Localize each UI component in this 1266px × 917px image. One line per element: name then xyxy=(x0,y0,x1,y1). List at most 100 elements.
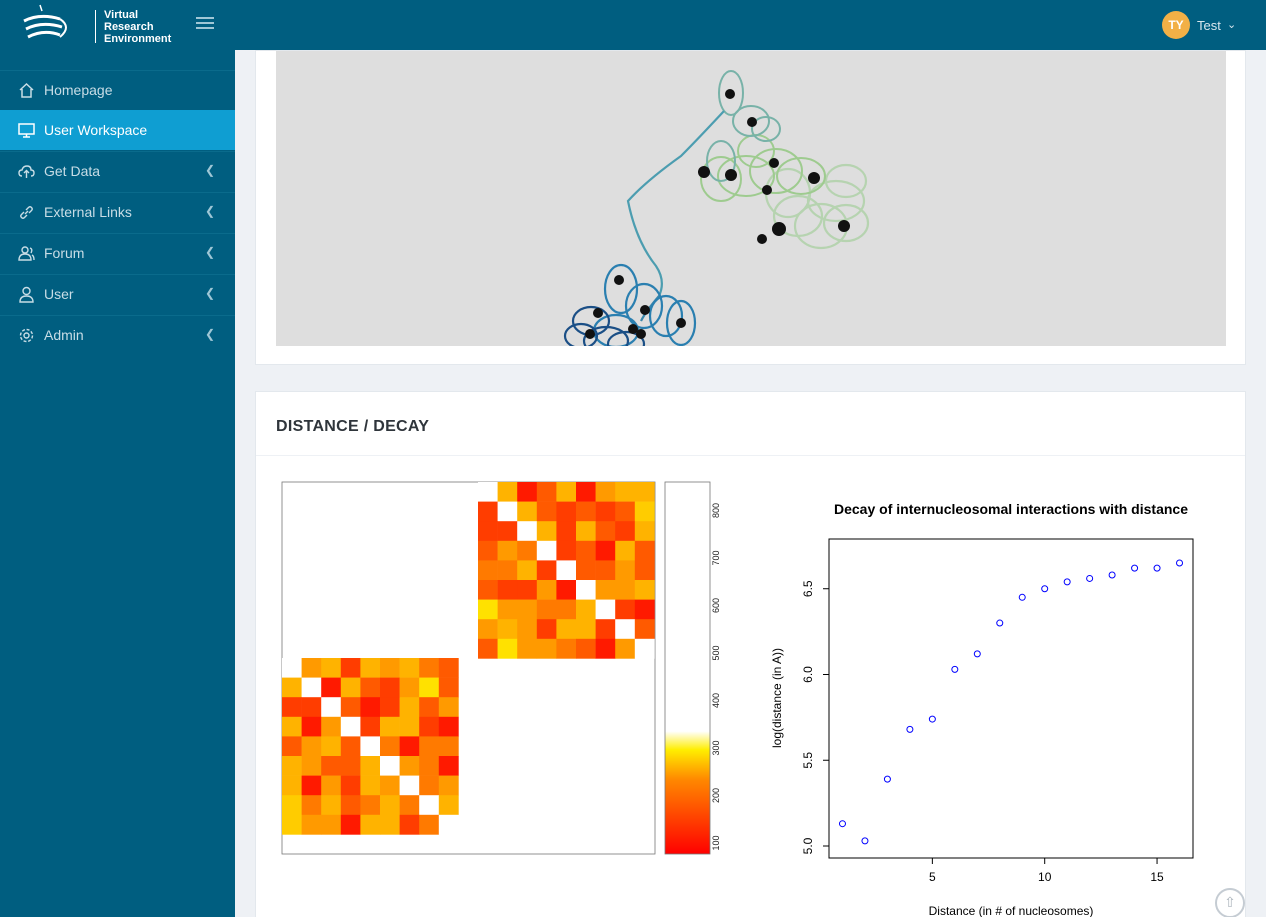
heatmap-cell xyxy=(301,677,322,698)
heatmap-cell xyxy=(301,775,322,796)
heatmap-cell xyxy=(360,716,381,737)
heatmap-cell xyxy=(340,795,361,816)
sidebar-item-label: User Workspace xyxy=(44,122,148,138)
sidebar-item-get-data[interactable]: Get Data ❮ xyxy=(0,151,235,191)
colorbar-tick-label: 300 xyxy=(711,740,721,755)
chevron-down-icon[interactable]: ⌄ xyxy=(1227,19,1237,31)
scatter-point xyxy=(928,715,936,723)
heatmap-cell xyxy=(340,716,361,737)
colorbar-tick-label: 600 xyxy=(711,598,721,613)
scatter-point xyxy=(1086,574,1094,582)
heatmap-cell xyxy=(536,540,557,561)
heatmap-cell xyxy=(380,658,400,678)
chart-axes: 5 10 15 5.0 5.5 6.0 6.5 xyxy=(801,580,1164,884)
heatmap-cell xyxy=(399,756,420,776)
sidebar-item-admin[interactable]: Admin ❮ xyxy=(0,315,235,355)
heatmap-cell xyxy=(634,599,655,620)
scroll-to-top-button[interactable]: ⇧ xyxy=(1215,888,1245,917)
heatmap-cell xyxy=(419,658,440,678)
heatmap-cell xyxy=(634,501,655,522)
heatmap-cell xyxy=(321,736,342,757)
heatmap-cell xyxy=(536,619,557,640)
heatmap-cell xyxy=(595,540,616,561)
heatmap-cell xyxy=(282,795,302,816)
app-logo[interactable]: Virtual Research Environment xyxy=(20,3,171,47)
sidebar-item-user[interactable]: User ❮ xyxy=(0,274,235,314)
avatar[interactable]: TY xyxy=(1162,11,1190,39)
heatmap-cell xyxy=(576,501,596,522)
menu-toggle-icon[interactable] xyxy=(196,17,214,31)
logo-line-2: Research xyxy=(104,21,154,33)
heatmap-cell xyxy=(497,501,518,522)
heatmap-cell xyxy=(438,814,459,835)
heatmap-cell xyxy=(399,736,420,757)
x-tick-label: 15 xyxy=(1150,870,1164,884)
scatter-point xyxy=(1018,593,1026,601)
heatmap-cell xyxy=(438,736,459,757)
heatmap-cell xyxy=(321,814,342,835)
monitor-icon xyxy=(18,123,35,138)
heatmap-cell xyxy=(301,736,322,757)
sidebar-item-external-links[interactable]: External Links ❮ xyxy=(0,192,235,232)
colorbar-tick-label: 800 xyxy=(711,503,721,518)
heatmap-cell xyxy=(419,795,440,816)
scatter-point xyxy=(973,650,981,658)
colorbar-tick-label: 500 xyxy=(711,645,721,660)
heatmap-cell xyxy=(478,619,498,640)
colorbar-tick-label: 700 xyxy=(711,550,721,565)
heatmap-cell xyxy=(536,580,557,600)
scatter-point xyxy=(1153,564,1161,572)
heatmap-cell xyxy=(301,795,322,816)
sidebar-item-forum[interactable]: Forum ❮ xyxy=(0,233,235,273)
heatmap-cell xyxy=(517,599,538,620)
heatmap-cell xyxy=(438,716,459,737)
scatter-point xyxy=(883,775,891,783)
heatmap-cell xyxy=(301,658,322,678)
sidebar-item-homepage[interactable]: Homepage xyxy=(0,70,235,110)
scatter-point xyxy=(838,820,846,828)
heatmap-cell xyxy=(321,775,342,796)
link-icon xyxy=(20,206,33,219)
y-tick-label: 6.0 xyxy=(801,666,815,683)
heatmap-cell xyxy=(282,658,302,678)
heatmap-cell xyxy=(556,619,577,640)
sidebar-item-label: Homepage xyxy=(44,82,113,98)
heatmap-cell xyxy=(556,501,577,522)
heatmap-cell xyxy=(340,775,361,796)
sidebar-item-user-workspace[interactable]: User Workspace xyxy=(0,110,235,150)
heatmap-cell xyxy=(360,795,381,816)
heatmap-cell xyxy=(301,697,322,718)
chromatin-3d-viewer[interactable] xyxy=(276,51,1226,346)
heatmap-cell xyxy=(380,716,400,737)
heatmap-cell xyxy=(576,540,596,561)
heatmap-cell xyxy=(301,814,322,835)
heatmap-cell xyxy=(517,521,538,542)
heatmap-cell xyxy=(556,540,577,561)
user-icon xyxy=(19,286,34,303)
heatmap-cell xyxy=(360,677,381,698)
heatmap-cell xyxy=(340,677,361,698)
heatmap-cell xyxy=(634,521,655,542)
scatter-point xyxy=(1041,585,1049,593)
heatmap-cell xyxy=(399,814,420,835)
gear-icon xyxy=(19,328,34,343)
sidebar: Homepage User Workspace Get Data ❮ Exter… xyxy=(0,50,235,917)
heatmap-cell xyxy=(615,580,636,600)
colorbar-tick-label: 400 xyxy=(711,693,721,708)
heatmap-cell xyxy=(399,697,420,718)
heatmap-cell xyxy=(282,736,302,757)
y-axis-label: log(distance (in A)) xyxy=(770,648,784,748)
user-menu-name[interactable]: Test xyxy=(1197,18,1221,33)
heatmap-cell xyxy=(321,756,342,776)
logo-icon xyxy=(23,4,67,39)
heatmap-cell xyxy=(517,638,538,659)
heatmap-cell xyxy=(380,677,400,698)
y-tick-label: 5.5 xyxy=(801,752,815,769)
heatmap-cell xyxy=(282,756,302,776)
chevron-left-icon: ❮ xyxy=(205,163,216,177)
heatmap-cell xyxy=(399,775,420,796)
heatmap-cell xyxy=(321,795,342,816)
heatmap-cell xyxy=(282,716,302,737)
logo-line-3: Environment xyxy=(104,33,172,45)
heatmap-cell xyxy=(380,814,400,835)
